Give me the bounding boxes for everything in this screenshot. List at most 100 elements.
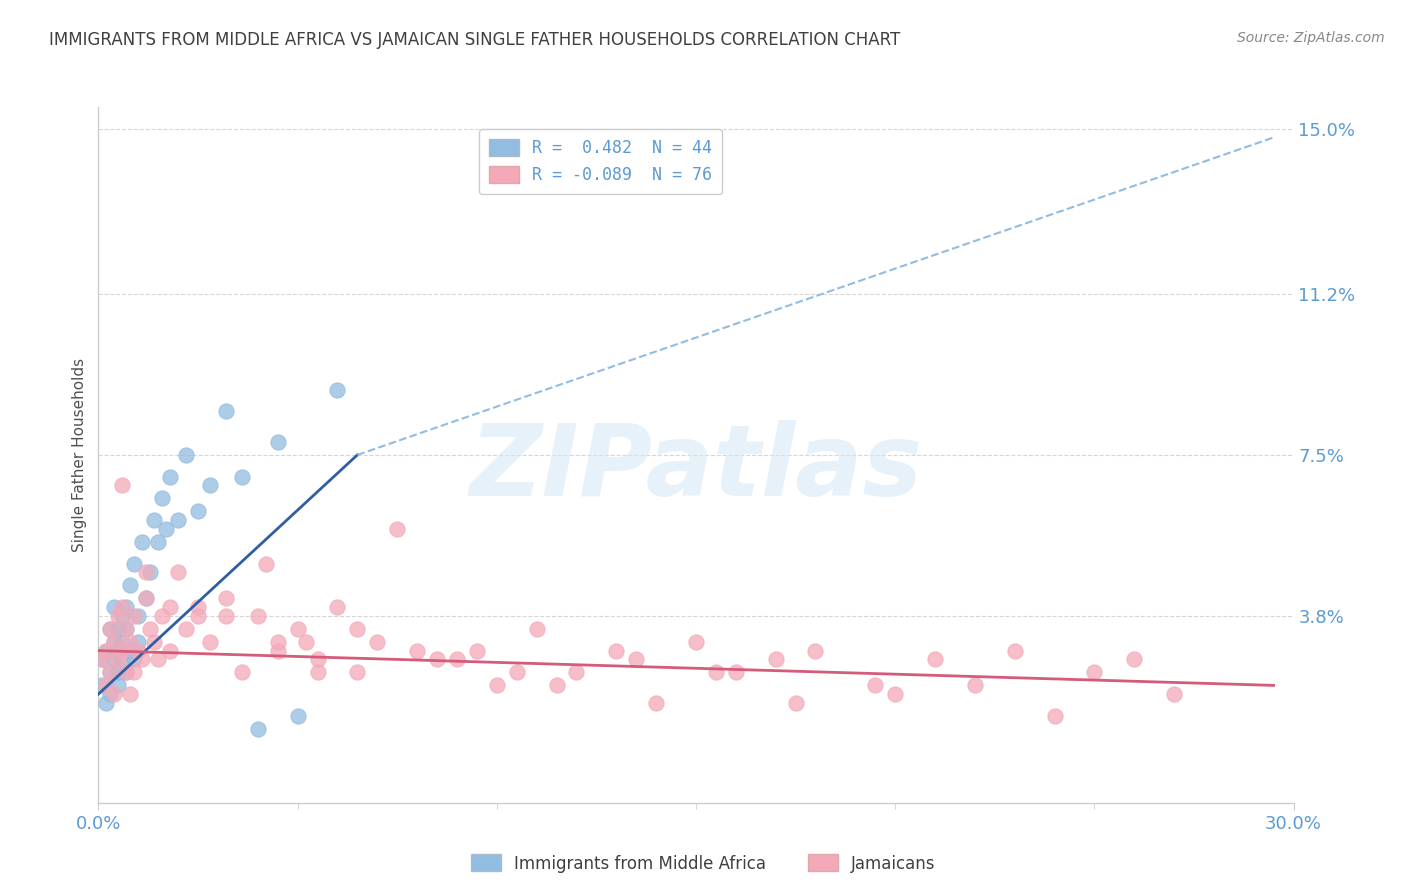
- Point: [485, 678, 508, 692]
- Point: [120, 687, 142, 701]
- Point: [187, 504, 209, 518]
- Point: [267, 643, 290, 657]
- Point: [1043, 708, 1066, 723]
- Point: [96, 643, 118, 657]
- Point: [1123, 652, 1146, 666]
- Point: [98, 687, 122, 701]
- Point: [884, 687, 907, 701]
- Point: [120, 635, 142, 649]
- Point: [107, 608, 129, 623]
- Point: [267, 635, 290, 649]
- Text: IMMIGRANTS FROM MIDDLE AFRICA VS JAMAICAN SINGLE FATHER HOUSEHOLDS CORRELATION C: IMMIGRANTS FROM MIDDLE AFRICA VS JAMAICA…: [49, 31, 900, 49]
- Point: [127, 643, 149, 657]
- Point: [924, 652, 946, 666]
- Point: [267, 434, 290, 449]
- Point: [215, 404, 238, 418]
- Point: [526, 622, 548, 636]
- Point: [139, 566, 162, 580]
- Point: [98, 665, 122, 680]
- Text: Source: ZipAtlas.com: Source: ZipAtlas.com: [1237, 31, 1385, 45]
- Point: [91, 652, 114, 666]
- Point: [187, 600, 209, 615]
- Point: [98, 622, 122, 636]
- Point: [287, 708, 309, 723]
- Point: [326, 600, 349, 615]
- Point: [115, 622, 138, 636]
- Point: [111, 652, 134, 666]
- Point: [863, 678, 886, 692]
- Point: [127, 635, 149, 649]
- Point: [131, 652, 153, 666]
- Point: [115, 665, 138, 680]
- Point: [120, 578, 142, 592]
- Point: [198, 478, 221, 492]
- Point: [346, 665, 368, 680]
- Point: [98, 665, 122, 680]
- Point: [131, 534, 153, 549]
- Point: [1083, 665, 1105, 680]
- Point: [565, 665, 588, 680]
- Point: [446, 652, 468, 666]
- Point: [724, 665, 747, 680]
- Point: [624, 652, 647, 666]
- Point: [111, 643, 134, 657]
- Point: [198, 635, 221, 649]
- Point: [96, 678, 118, 692]
- Point: [307, 665, 329, 680]
- Point: [148, 534, 170, 549]
- Point: [174, 622, 197, 636]
- Point: [246, 608, 269, 623]
- Point: [96, 643, 118, 657]
- Point: [91, 652, 114, 666]
- Point: [115, 622, 138, 636]
- Point: [287, 622, 309, 636]
- Point: [107, 678, 129, 692]
- Point: [174, 448, 197, 462]
- Point: [111, 600, 134, 615]
- Point: [98, 622, 122, 636]
- Point: [107, 652, 129, 666]
- Point: [804, 643, 827, 657]
- Point: [143, 513, 166, 527]
- Point: [115, 600, 138, 615]
- Point: [426, 652, 449, 666]
- Legend: R =  0.482  N = 44, R = -0.089  N = 76: R = 0.482 N = 44, R = -0.089 N = 76: [478, 129, 723, 194]
- Point: [167, 566, 190, 580]
- Point: [465, 643, 488, 657]
- Point: [111, 635, 134, 649]
- Point: [91, 678, 114, 692]
- Point: [103, 687, 125, 701]
- Y-axis label: Single Father Households: Single Father Households: [72, 358, 87, 552]
- Point: [231, 469, 253, 483]
- Point: [107, 622, 129, 636]
- Point: [150, 608, 173, 623]
- Point: [785, 696, 807, 710]
- Point: [111, 478, 134, 492]
- Point: [143, 635, 166, 649]
- Point: [385, 522, 409, 536]
- Point: [1163, 687, 1185, 701]
- Text: ZIPatlas: ZIPatlas: [470, 420, 922, 517]
- Point: [307, 652, 329, 666]
- Point: [685, 635, 707, 649]
- Point: [124, 608, 146, 623]
- Point: [506, 665, 529, 680]
- Point: [346, 622, 368, 636]
- Point: [155, 522, 177, 536]
- Point: [124, 665, 146, 680]
- Point: [546, 678, 568, 692]
- Point: [124, 652, 146, 666]
- Point: [159, 643, 181, 657]
- Point: [139, 622, 162, 636]
- Point: [148, 652, 170, 666]
- Point: [159, 600, 181, 615]
- Point: [246, 722, 269, 736]
- Point: [704, 665, 727, 680]
- Point: [366, 635, 388, 649]
- Point: [963, 678, 986, 692]
- Point: [103, 652, 125, 666]
- Point: [107, 665, 129, 680]
- Point: [215, 591, 238, 606]
- Point: [1004, 643, 1026, 657]
- Point: [254, 557, 277, 571]
